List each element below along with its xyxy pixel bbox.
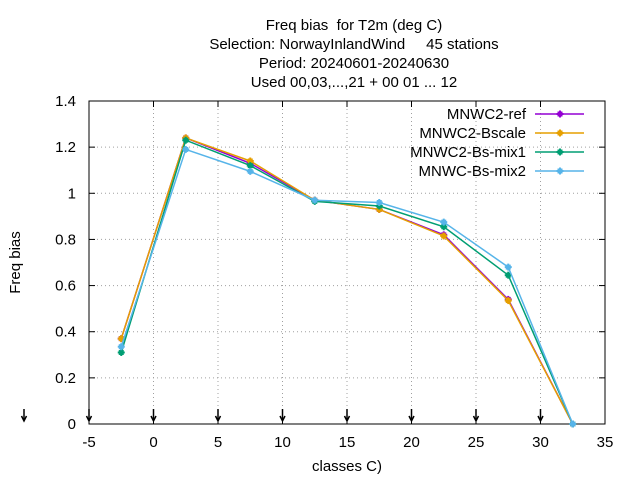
x-tick-label: 5 (214, 434, 222, 451)
chart-title-line-1: Freq bias for T2m (deg C) (266, 17, 442, 34)
legend-entry: MNWC-Bs-mix2 (419, 163, 584, 180)
sample-marker-arrow (214, 409, 222, 423)
y-tick-label: 0.2 (55, 370, 76, 387)
chart-title-line-4: Used 00,03,...,21 + 00 01 ... 12 (251, 74, 457, 91)
sample-marker-arrow (472, 409, 480, 423)
y-axis-label: Freq bias (7, 231, 24, 294)
data-point (117, 343, 125, 351)
x-tick-label: 35 (597, 434, 614, 451)
data-point (311, 196, 319, 204)
legend-entry: MNWC2-ref (447, 106, 584, 123)
y-tick-label: 1 (68, 185, 76, 202)
legend-marker (556, 110, 564, 118)
y-tick-label: 0.8 (55, 231, 76, 248)
sample-marker-arrow (20, 409, 28, 423)
chart-title-line-2: Selection: NorwayInlandWind 45 stations (209, 36, 498, 53)
legend-label: MNWC2-ref (447, 106, 527, 123)
data-point (182, 145, 190, 153)
data-point (182, 136, 190, 144)
x-tick-label: 25 (468, 434, 485, 451)
x-tick-label: -5 (82, 434, 95, 451)
legend-entry: MNWC2-Bs-mix1 (410, 144, 584, 161)
y-tick-label: 0.6 (55, 278, 76, 295)
data-point (504, 263, 512, 271)
sample-marker-arrow (408, 409, 415, 423)
data-point (504, 271, 512, 279)
data-point (375, 199, 383, 207)
y-tick-label: 1.2 (55, 139, 76, 156)
legend-label: MNWC2-Bscale (419, 125, 526, 142)
chart-title-line-3: Period: 20240601-20240630 (259, 55, 449, 72)
sample-marker-arrow (85, 409, 93, 423)
series-MNWC-Bs-mix2 (117, 145, 577, 428)
legend-label: MNWC-Bs-mix2 (419, 163, 526, 180)
series-MNWC2-Bs-mix1 (117, 136, 577, 428)
y-tick-label: 0 (68, 416, 76, 433)
data-point (440, 218, 448, 226)
series-line (120, 139, 574, 425)
sample-marker-arrow (343, 409, 351, 423)
x-tick-label: 10 (274, 434, 291, 451)
legend-marker (556, 167, 564, 175)
series-line (120, 148, 574, 425)
x-tick-label: 30 (532, 434, 549, 451)
legend-marker (556, 148, 564, 156)
x-tick-label: 15 (339, 434, 356, 451)
data-point (440, 232, 448, 240)
x-axis-label: classes C) (312, 458, 382, 475)
y-tick-label: 0.4 (55, 324, 76, 341)
legend-marker (556, 129, 564, 137)
data-point (246, 167, 254, 175)
legend-label: MNWC2-Bs-mix1 (410, 144, 526, 161)
legend-entry: MNWC2-Bscale (419, 125, 584, 142)
sample-marker-arrow (279, 409, 286, 423)
sample-marker-arrow (537, 409, 544, 423)
x-tick-label: 20 (403, 434, 420, 451)
sample-marker-arrow (150, 409, 157, 423)
series-line (120, 136, 574, 425)
y-tick-label: 1.4 (55, 93, 76, 110)
data-point (569, 420, 577, 428)
x-tick-label: 0 (149, 434, 157, 451)
data-point (504, 297, 512, 305)
